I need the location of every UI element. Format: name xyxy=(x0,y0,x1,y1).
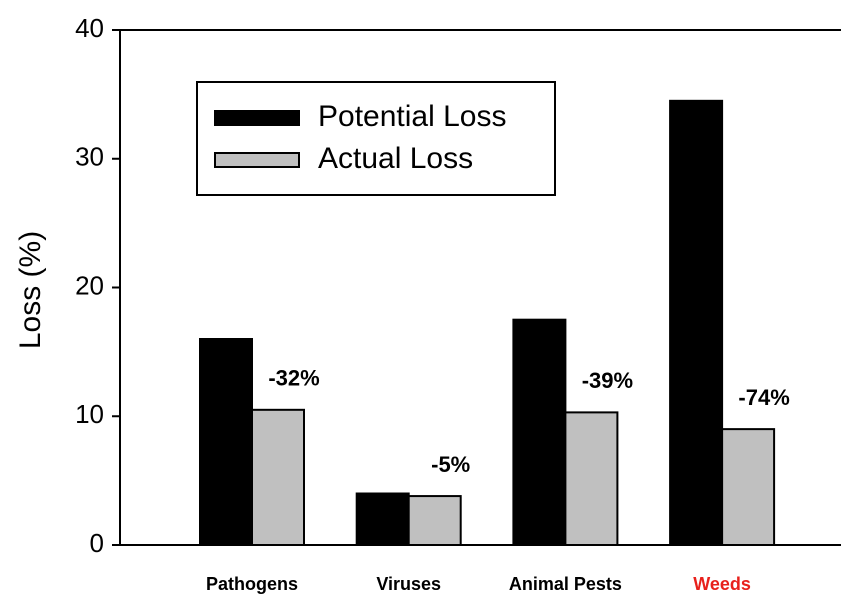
bar xyxy=(564,411,619,547)
annotation: -32% xyxy=(268,366,319,391)
bar xyxy=(355,492,410,546)
legend-swatch xyxy=(214,152,300,168)
annotation: -39% xyxy=(582,368,633,393)
y-tick-label: 20 xyxy=(75,270,104,300)
x-tick-label: Viruses xyxy=(376,574,441,594)
y-tick-label: 10 xyxy=(75,399,104,429)
x-tick-label: Weeds xyxy=(693,574,751,594)
bar xyxy=(721,428,776,546)
x-tick-label: Animal Pests xyxy=(509,574,622,594)
bar xyxy=(407,495,462,547)
y-tick-label: 30 xyxy=(75,142,104,172)
y-tick-label: 40 xyxy=(75,13,104,43)
legend-label: Potential Loss xyxy=(318,100,506,133)
bar xyxy=(669,99,724,546)
legend-box xyxy=(196,81,556,196)
legend-swatch xyxy=(214,110,300,126)
y-tick-label: 0 xyxy=(90,528,104,558)
bar xyxy=(512,318,567,546)
annotation: -74% xyxy=(738,385,789,410)
bar xyxy=(199,338,253,546)
bar xyxy=(251,408,305,546)
annotation: -5% xyxy=(431,452,470,477)
y-axis-label: Loss (%) xyxy=(14,231,47,349)
legend-label: Actual Loss xyxy=(318,142,473,175)
x-tick-label: Pathogens xyxy=(206,574,298,594)
